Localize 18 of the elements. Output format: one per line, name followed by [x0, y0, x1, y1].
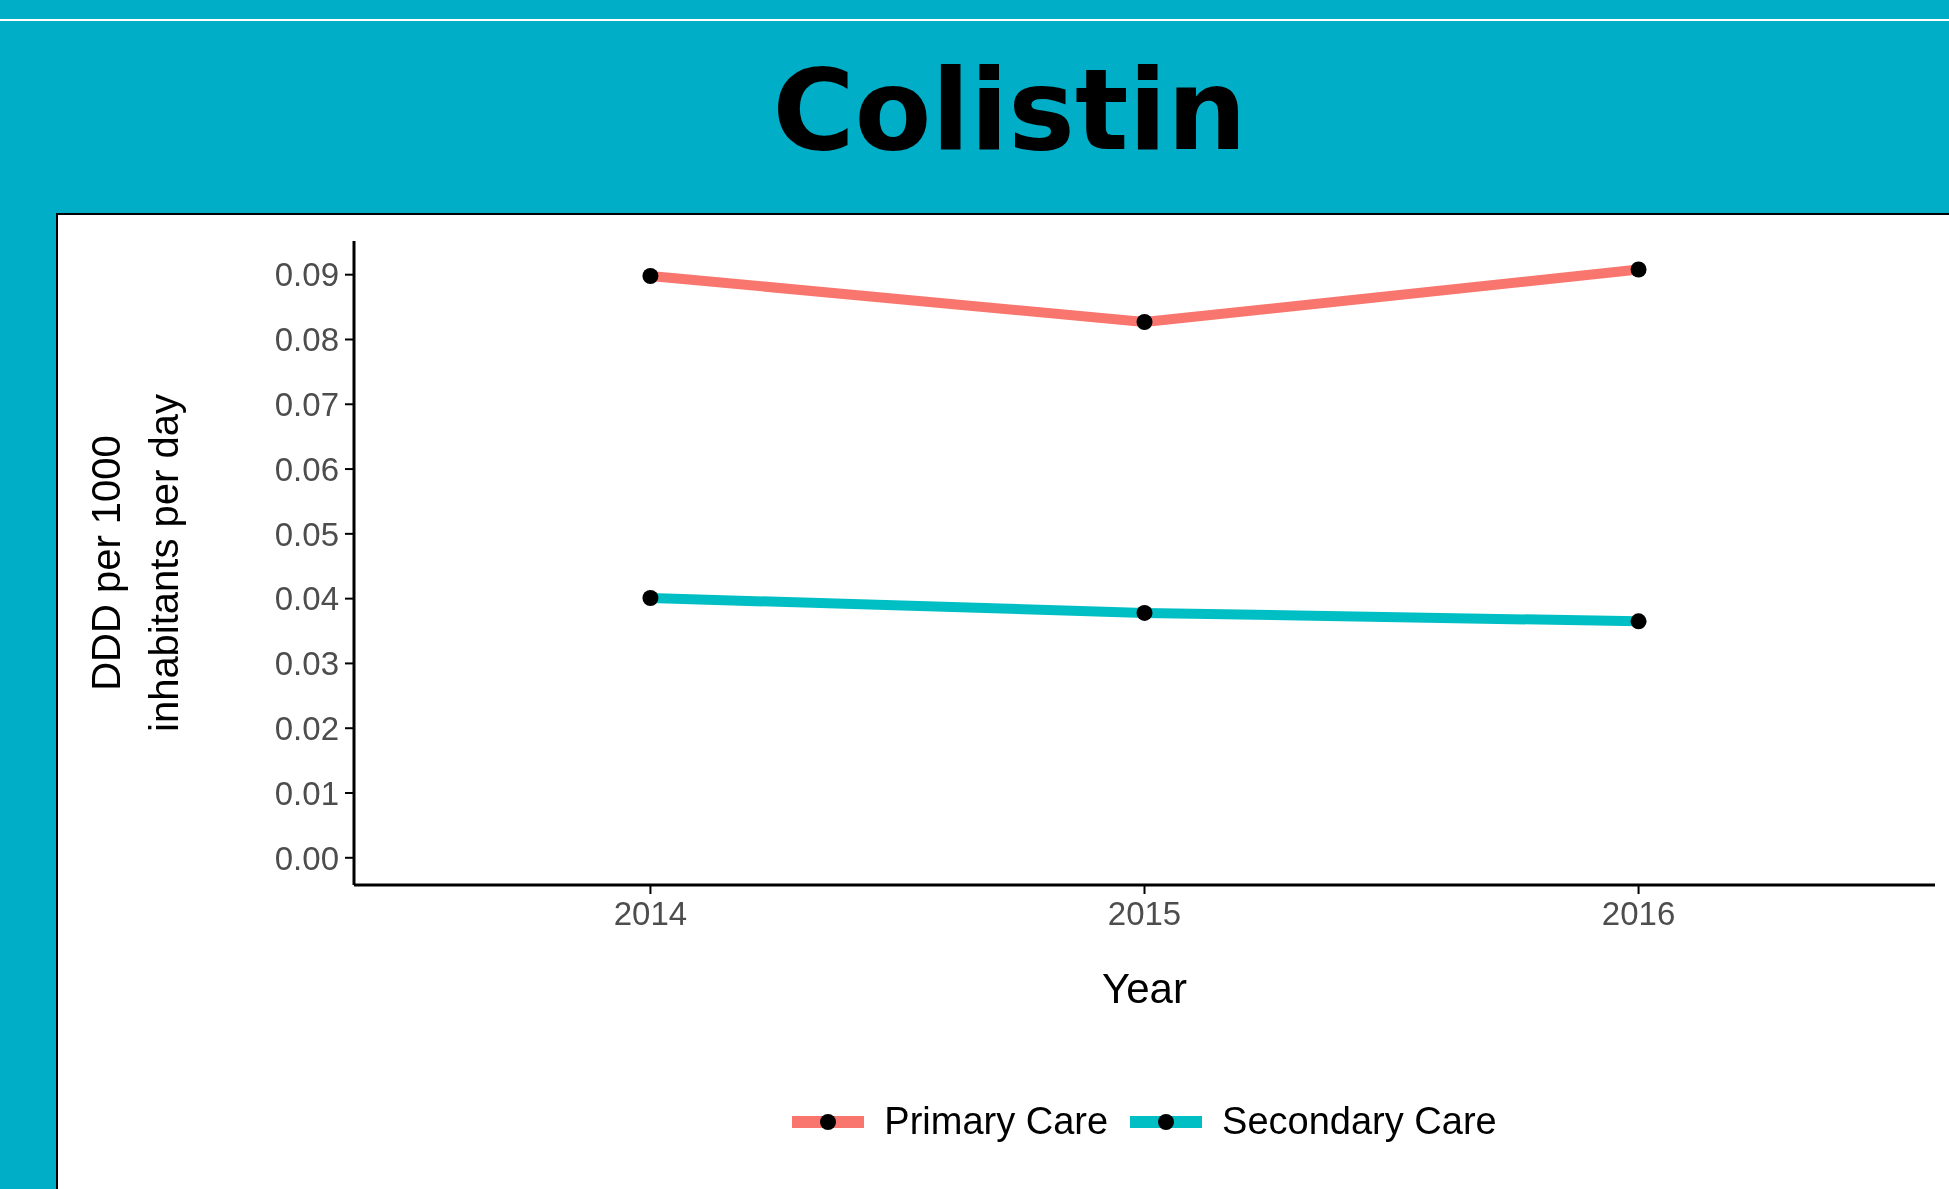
y-tick-label: 0.06 — [274, 450, 339, 488]
chart-title: Colistin — [771, 45, 1248, 175]
x-tick-label: 2016 — [1601, 895, 1676, 933]
x-tick-label: 2014 — [613, 895, 688, 933]
y-tick-label: 0.09 — [274, 256, 339, 294]
y-axis-title: DDD per 1000 inhabitants per day — [84, 393, 186, 733]
y-tick-label: 0.02 — [274, 709, 339, 747]
legend-label: Primary Care — [884, 1100, 1109, 1143]
y-tick-label: 0.04 — [274, 580, 339, 618]
y-tick-label: 0.03 — [274, 645, 339, 683]
x-axis-title: Year — [1102, 965, 1187, 1012]
y-tick-label: 0.01 — [274, 774, 339, 812]
y-tick-label: 0.00 — [274, 839, 339, 877]
y-tick-label: 0.05 — [274, 515, 339, 553]
y-tick-label: 0.07 — [274, 385, 339, 423]
y-tick-label: 0.08 — [274, 321, 339, 359]
x-tick-label: 2015 — [1107, 895, 1182, 933]
legend-label: Secondary Care — [1222, 1100, 1497, 1143]
